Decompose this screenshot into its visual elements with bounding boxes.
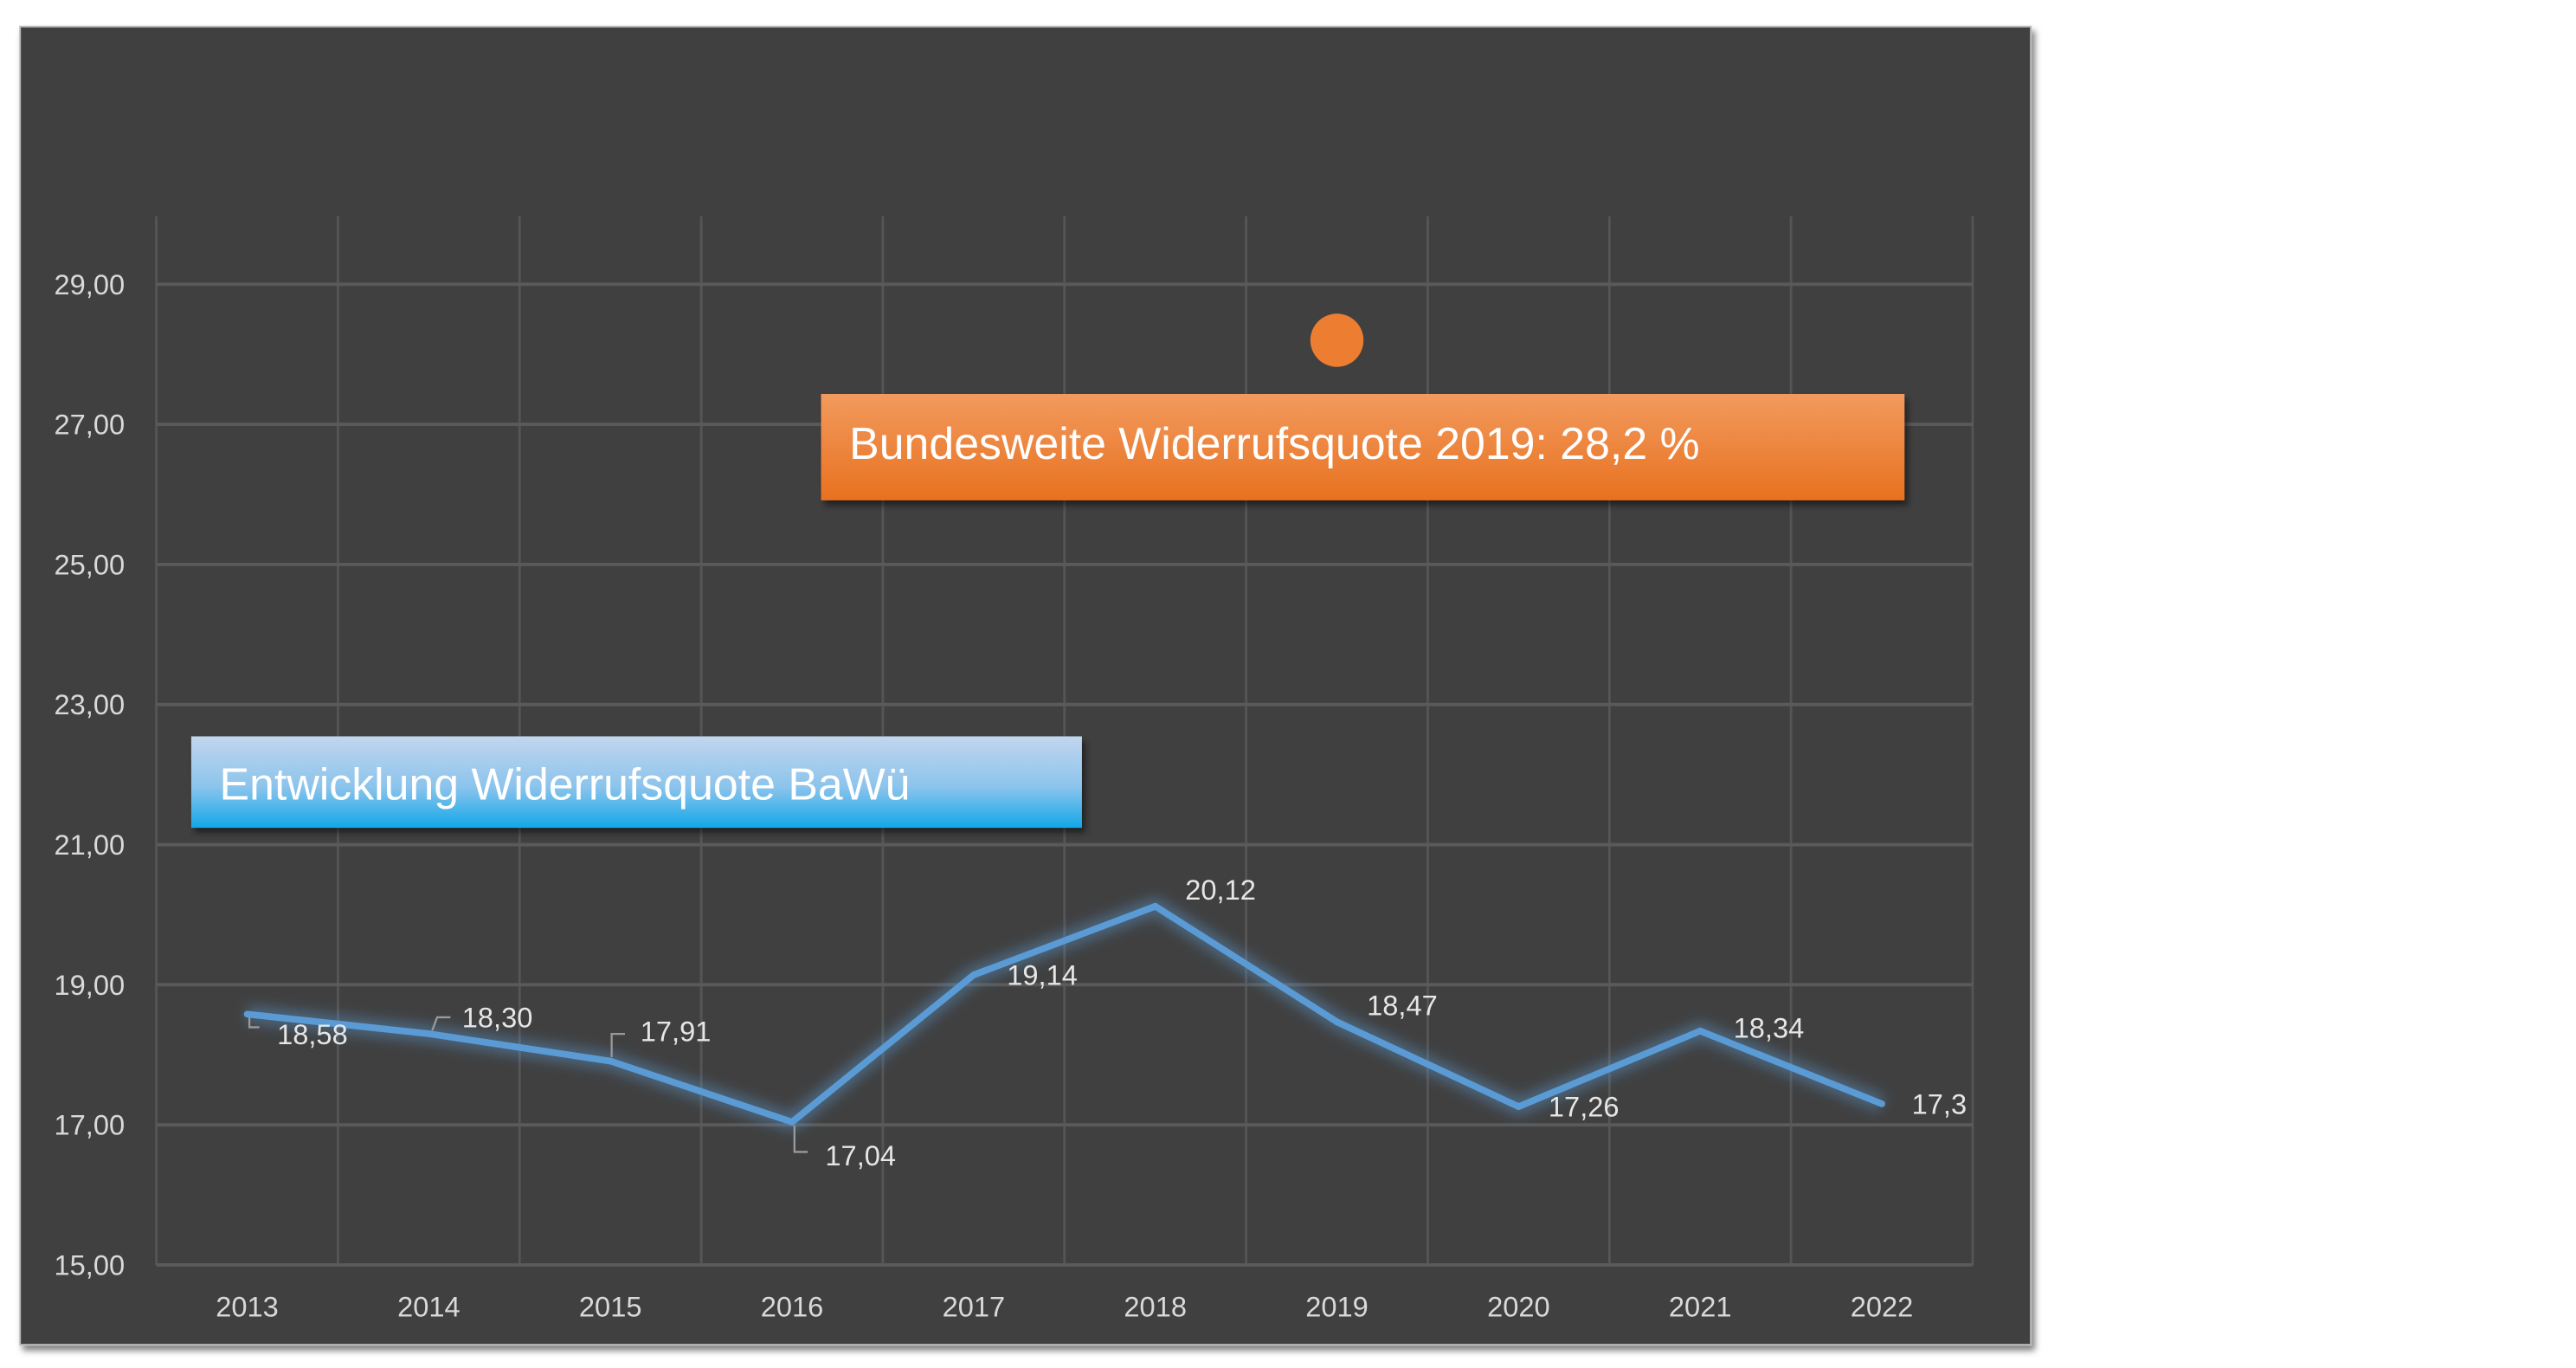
x-tick-label: 2022 — [1851, 1290, 1914, 1322]
data-label: 18,34 — [1734, 1011, 1805, 1043]
x-tick-label: 2017 — [943, 1290, 1006, 1322]
x-tick-label: 2019 — [1305, 1290, 1368, 1322]
x-tick-label: 2016 — [761, 1290, 824, 1322]
data-point — [1878, 1100, 1885, 1107]
data-label: 17,91 — [641, 1015, 712, 1047]
chart-area — [19, 25, 2032, 1346]
data-label: 17,04 — [825, 1139, 896, 1171]
data-label: 17,3 — [1912, 1087, 1967, 1120]
data-point — [243, 1010, 251, 1018]
data-point — [607, 1057, 615, 1065]
y-tick-label: 27,00 — [54, 409, 125, 441]
data-point-bund-2019 — [1310, 313, 1364, 367]
data-label: 18,47 — [1367, 990, 1438, 1022]
y-tick-label: 25,00 — [54, 548, 125, 580]
leader-line — [431, 1016, 451, 1031]
y-tick-label: 23,00 — [54, 688, 125, 720]
data-point — [1515, 1103, 1523, 1110]
data-label: 18,30 — [462, 1001, 533, 1033]
data-label: 18,58 — [277, 1018, 348, 1050]
series-line-bawue — [247, 902, 1884, 1126]
y-tick-label: 17,00 — [54, 1109, 125, 1141]
y-tick-label: 19,00 — [54, 969, 125, 1001]
data-point — [1151, 902, 1159, 910]
y-tick-label: 29,00 — [54, 268, 125, 300]
leader-line — [248, 1016, 260, 1029]
data-point — [425, 1030, 433, 1037]
x-tick-label: 2018 — [1124, 1290, 1187, 1322]
y-tick-label: 21,00 — [54, 829, 125, 861]
bund-annotation — [821, 393, 1905, 500]
data-label: 19,14 — [1007, 959, 1078, 991]
x-tick-label: 2013 — [216, 1290, 279, 1322]
data-point — [1333, 1018, 1341, 1026]
bawue-annotation-text: Entwicklung Widerrufsquote BaWü — [220, 758, 911, 809]
bund-annotation-text: Bundesweite Widerrufsquote 2019: 28,2 % — [849, 418, 1699, 468]
data-point — [970, 971, 977, 978]
data-label: 17,26 — [1549, 1091, 1620, 1123]
leader-line — [793, 1125, 808, 1153]
x-tick-label: 2020 — [1487, 1290, 1550, 1322]
leader-line — [610, 1032, 625, 1057]
bawue-annotation — [190, 736, 1082, 829]
x-tick-label: 2021 — [1669, 1290, 1732, 1322]
x-tick-label: 2015 — [579, 1290, 642, 1322]
x-tick-label: 2014 — [397, 1290, 460, 1322]
data-label: 20,12 — [1185, 874, 1256, 906]
data-point — [789, 1119, 795, 1126]
data-point — [1697, 1027, 1704, 1035]
y-tick-label: 15,00 — [54, 1249, 125, 1281]
